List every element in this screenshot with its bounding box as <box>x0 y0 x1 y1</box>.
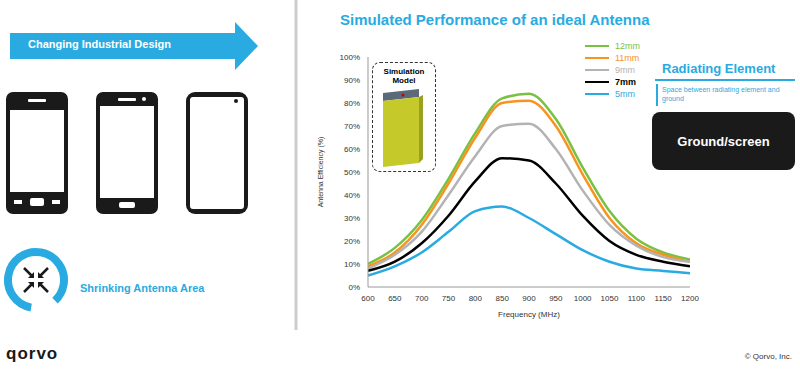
html-text:Shrinking Antenna Area: Shrinking Antenna Area <box>80 282 205 294</box>
html-text:7mm: 7mm <box>615 77 636 87</box>
html-text:Ground/screen: Ground/screen <box>677 133 770 149</box>
svg-text:100%: 100% <box>340 53 360 62</box>
html-text:5mm: 5mm <box>615 89 635 99</box>
svg-text:1150: 1150 <box>655 294 673 303</box>
html-text:12mm: 12mm <box>615 41 640 51</box>
html-text:Simulated Performance of an id: Simulated Performance of an ideal Antenn… <box>340 11 650 28</box>
html-text:qorvo: qorvo <box>6 344 59 363</box>
html-text:11mm: 11mm <box>615 53 640 63</box>
svg-text:0%: 0% <box>348 283 360 292</box>
svg-text:80%: 80% <box>344 99 360 108</box>
svg-text:650: 650 <box>388 294 402 303</box>
svg-text:700: 700 <box>415 294 429 303</box>
svg-text:50%: 50% <box>344 168 360 177</box>
html-text:Changing Industrial Design: Changing Industrial Design <box>28 38 171 50</box>
svg-text:800: 800 <box>469 294 483 303</box>
svg-text:1000: 1000 <box>574 294 592 303</box>
html-text:Radiating Element: Radiating Element <box>662 61 776 76</box>
html-text:9mm: 9mm <box>615 65 635 75</box>
svg-text:20%: 20% <box>344 237 360 246</box>
svg-text:10%: 10% <box>344 260 360 269</box>
svg-text:30%: 30% <box>344 214 360 223</box>
svg-text:900: 900 <box>522 294 536 303</box>
svg-text:40%: 40% <box>344 191 360 200</box>
svg-text:70%: 70% <box>344 122 360 131</box>
svg-text:1200: 1200 <box>681 294 699 303</box>
svg-text:Frequency (MHz): Frequency (MHz) <box>498 310 560 319</box>
svg-text:90%: 90% <box>344 76 360 85</box>
svg-text:850: 850 <box>495 294 509 303</box>
html-text:Simulation Model: Simulation Model <box>383 67 425 85</box>
svg-text:600: 600 <box>361 294 375 303</box>
svg-text:750: 750 <box>442 294 456 303</box>
svg-text:950: 950 <box>549 294 563 303</box>
svg-text:60%: 60% <box>344 145 360 154</box>
html-text:Space between radiating elemen: Space between radiating element and grou… <box>662 86 780 102</box>
svg-text:1050: 1050 <box>601 294 619 303</box>
svg-text:Antenna Efficiency (%): Antenna Efficiency (%) <box>317 137 325 208</box>
svg-text:1100: 1100 <box>628 294 646 303</box>
html-text:© Qorvo, Inc.: © Qorvo, Inc. <box>744 352 792 361</box>
